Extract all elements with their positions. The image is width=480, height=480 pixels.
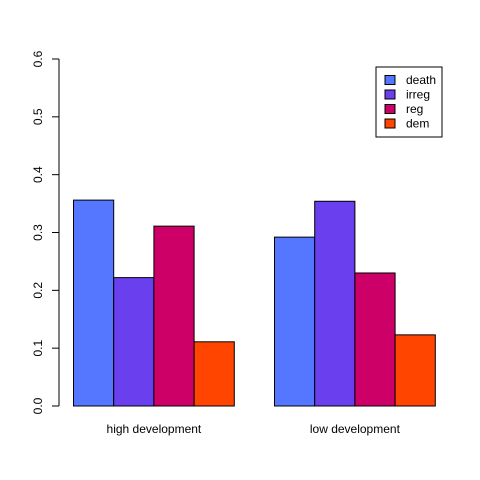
- x-category-label: high development: [107, 422, 202, 436]
- y-tick-label: 0.3: [31, 224, 45, 241]
- legend-label-death: death: [406, 73, 436, 87]
- bar-death-1: [274, 236, 316, 407]
- y-axis: 0.0 0.1 0.2 0.3 0.4 0.5 0.6: [31, 50, 60, 414]
- y-tick-label: 0.4: [31, 166, 45, 183]
- bar-dem-0: [193, 341, 235, 407]
- y-tick-label: 0.5: [31, 108, 45, 125]
- y-tick-label: 0.6: [31, 50, 45, 67]
- x-axis-labels: high development low development: [107, 422, 401, 436]
- legend-swatch-reg: [384, 104, 396, 114]
- bar-irreg-0: [113, 277, 155, 407]
- legend-label-irreg: irreg: [406, 88, 430, 102]
- x-category-label: low development: [310, 422, 401, 436]
- legend-swatch-dem: [384, 118, 396, 129]
- bar-dem-1: [394, 334, 436, 407]
- bars: [73, 199, 436, 407]
- bar-death-0: [73, 199, 115, 407]
- legend-label-reg: reg: [406, 102, 423, 116]
- legend-swatch-death: [384, 75, 396, 85]
- y-tick-label: 0.2: [31, 282, 45, 299]
- y-tick-label: 0.0: [31, 397, 45, 414]
- bar-irreg-1: [314, 200, 356, 407]
- bar-reg-1: [354, 272, 396, 407]
- legend-swatch-irreg: [384, 89, 396, 100]
- legend-label-dem: dem: [406, 117, 429, 131]
- bar-reg-0: [153, 225, 195, 407]
- y-tick-label: 0.1: [31, 340, 45, 357]
